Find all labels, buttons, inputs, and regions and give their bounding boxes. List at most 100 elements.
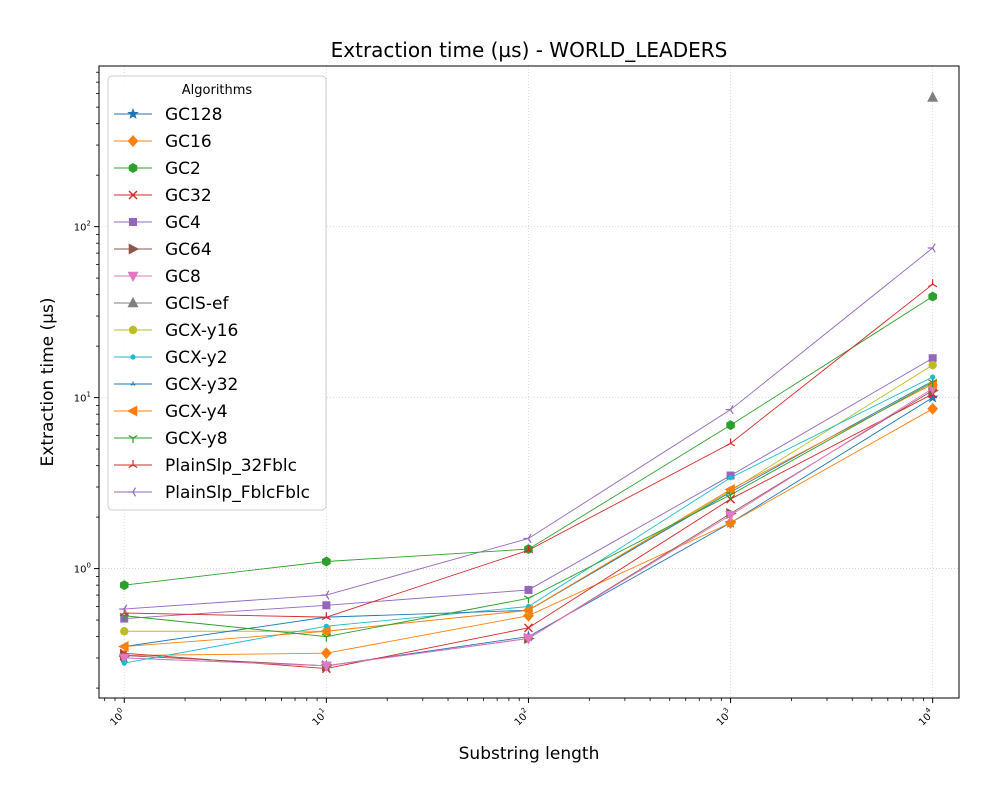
series-lines xyxy=(118,91,939,674)
data-point xyxy=(522,604,533,616)
legend-entry: GC8 xyxy=(114,267,201,287)
legend-entry: GCX-y8 xyxy=(114,429,228,449)
legend-label: GCX-y4 xyxy=(165,402,228,422)
series-GCX-y8 xyxy=(119,379,938,642)
y-tick-exp: 2 xyxy=(87,220,91,228)
y-tick-label: 101 xyxy=(74,391,91,405)
data-point xyxy=(121,660,127,666)
y-tick-exp: 1 xyxy=(87,391,91,399)
legend-label: GCIS-ef xyxy=(165,294,229,314)
legend-label: GC16 xyxy=(165,132,212,152)
legend-entry: GC64 xyxy=(114,240,212,260)
y-tick-label: 102 xyxy=(74,220,91,234)
legend-marker xyxy=(127,107,139,119)
legend-label: GC128 xyxy=(165,105,223,125)
x-tick-exp: 4 xyxy=(924,706,933,715)
legend-entry: GCX-y16 xyxy=(114,321,238,341)
data-point xyxy=(320,625,331,637)
data-point xyxy=(927,243,936,253)
data-point xyxy=(119,604,128,614)
legend-label: GC8 xyxy=(165,267,201,287)
legend-entry: GC4 xyxy=(114,213,201,233)
legend-marker xyxy=(127,271,139,283)
data-point xyxy=(120,627,129,636)
data-point xyxy=(725,405,734,415)
legend-marker xyxy=(127,296,139,308)
legend-marker xyxy=(128,163,138,173)
legend-entry: GC16 xyxy=(114,132,212,152)
data-point xyxy=(524,585,533,594)
data-point xyxy=(928,279,938,288)
data-point xyxy=(726,420,735,431)
x-tick-exp: 3 xyxy=(722,706,731,715)
data-point xyxy=(523,595,534,604)
data-point xyxy=(523,533,532,544)
series-PlainSlp_FblcFblc xyxy=(119,243,936,614)
legend-marker xyxy=(126,405,138,417)
x-tick-exp: 1 xyxy=(317,706,326,715)
legend-marker xyxy=(129,218,137,226)
y-tick-exp: 0 xyxy=(87,562,91,570)
legend-entry: GCX-y4 xyxy=(114,402,228,422)
data-point xyxy=(119,580,129,591)
series-GCX-y4 xyxy=(118,378,937,653)
legend-entry: PlainSlp_FblcFblc xyxy=(114,483,310,503)
series-GCIS-ef xyxy=(927,91,939,102)
legend-label: GC32 xyxy=(165,186,212,206)
legend: Algorithms GC128 GC16 GC2 GC32 GC4 GC64 GC8 GCI… xyxy=(107,75,327,511)
x-axis-label: Substring length xyxy=(459,744,600,764)
legend-label: GC2 xyxy=(165,159,201,179)
legend-title: Algorithms xyxy=(182,83,253,98)
data-point xyxy=(927,402,939,415)
x-tick-exp: 0 xyxy=(115,706,124,715)
legend-label: GCX-y2 xyxy=(165,348,228,368)
legend-label: GC64 xyxy=(165,240,212,260)
legend-entry: PlainSlp_32Fblc xyxy=(114,456,297,476)
legend-entry: GCIS-ef xyxy=(114,294,229,314)
data-point xyxy=(725,491,736,500)
legend-marker xyxy=(130,381,136,386)
legend-marker xyxy=(128,487,137,497)
legend-marker xyxy=(128,325,138,335)
data-point xyxy=(725,438,736,447)
data-point xyxy=(321,633,331,642)
data-point xyxy=(725,510,737,522)
data-point xyxy=(322,556,331,567)
y-axis-label: Extraction time (µs) xyxy=(38,298,58,467)
plot-frame xyxy=(98,65,960,699)
y-tick-base: 10 xyxy=(74,565,87,576)
data-point xyxy=(724,484,735,496)
data-point xyxy=(321,612,331,621)
legend-entry: GCX-y32 xyxy=(114,375,238,395)
legend-label: GCX-y32 xyxy=(165,375,238,395)
data-point xyxy=(727,475,734,481)
data-point xyxy=(725,516,736,529)
data-point xyxy=(522,634,534,645)
legend-label: GCX-y16 xyxy=(165,321,238,341)
legend-entry: GC2 xyxy=(114,159,201,179)
data-point xyxy=(930,374,936,380)
y-tick-base: 10 xyxy=(74,223,87,234)
data-point xyxy=(523,545,534,554)
legend-marker xyxy=(130,354,136,360)
data-point xyxy=(320,661,332,672)
legend-marker xyxy=(128,190,138,200)
data-point xyxy=(928,354,937,363)
legend-marker xyxy=(128,243,140,255)
legend-label: PlainSlp_32Fblc xyxy=(165,456,297,476)
data-point xyxy=(320,647,332,660)
data-point xyxy=(927,91,939,102)
legend-marker xyxy=(128,434,138,443)
data-point xyxy=(118,641,129,653)
y-tick-base: 10 xyxy=(74,394,87,405)
legend-box xyxy=(107,75,327,511)
legend-label: PlainSlp_FblcFblc xyxy=(165,483,310,503)
legend-label: GCX-y8 xyxy=(165,429,228,449)
y-tick-label: 100 xyxy=(74,562,91,576)
legend-marker xyxy=(127,135,139,147)
legend-entry: GCX-y2 xyxy=(114,348,228,368)
data-point xyxy=(928,379,938,388)
data-point xyxy=(928,291,937,302)
